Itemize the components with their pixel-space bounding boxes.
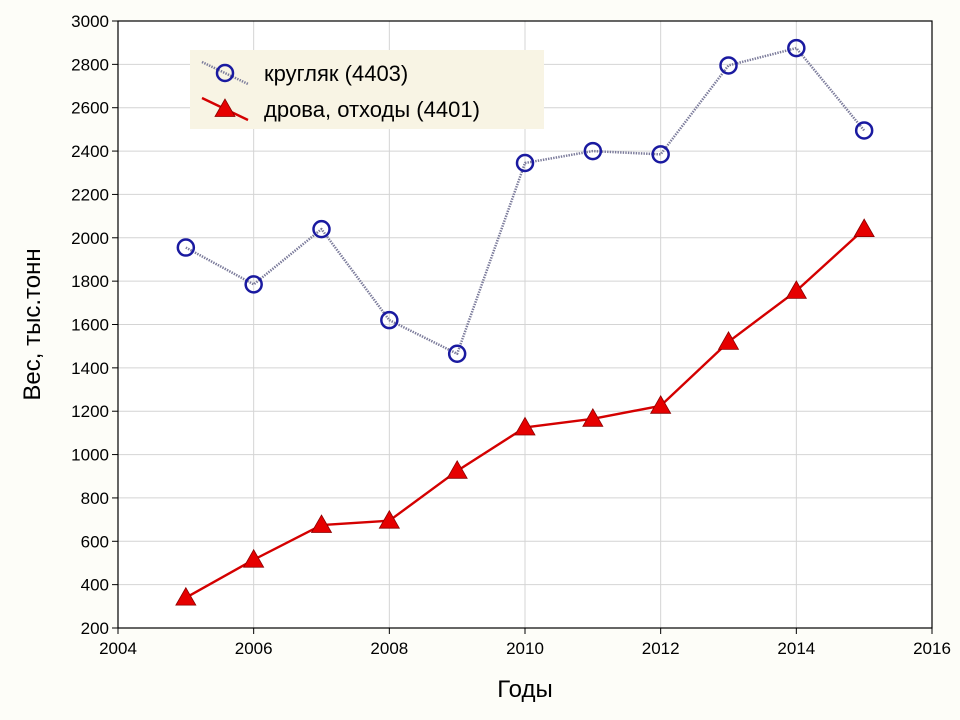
x-tick-label: 2014 xyxy=(777,639,815,658)
y-tick-label: 2400 xyxy=(71,142,109,161)
data-point-series-2 xyxy=(175,586,197,606)
y-tick-label: 2000 xyxy=(71,229,109,248)
x-tick-label: 2016 xyxy=(913,639,951,658)
y-tick-label: 1800 xyxy=(71,272,109,291)
data-point-series-2 xyxy=(717,331,740,350)
data-point-series-2 xyxy=(446,460,468,479)
x-tick-label: 2004 xyxy=(99,639,137,658)
x-axis-title: Годы xyxy=(497,676,552,703)
x-tick-label: 2012 xyxy=(642,639,680,658)
y-tick-label: 2800 xyxy=(71,55,109,74)
x-tick-label: 2010 xyxy=(506,639,544,658)
legend-label-1: кругляк (4403) xyxy=(264,61,408,86)
data-point-series-1 xyxy=(515,153,535,173)
y-tick-label: 400 xyxy=(81,576,109,595)
data-point-series-2 xyxy=(853,218,875,238)
y-tick-label: 1600 xyxy=(71,316,109,335)
data-point-series-1 xyxy=(719,56,738,75)
y-tick-label: 3000 xyxy=(71,12,109,31)
y-tick-label: 1400 xyxy=(71,359,109,378)
data-point-series-1 xyxy=(447,344,467,364)
x-tick-label: 2008 xyxy=(370,639,408,658)
y-tick-label: 200 xyxy=(81,619,109,638)
legend-marker-2 xyxy=(214,98,236,117)
legend-box xyxy=(190,50,544,129)
y-tick-label: 1000 xyxy=(71,446,109,465)
data-point-series-1 xyxy=(583,141,603,161)
data-point-series-1 xyxy=(651,145,670,164)
y-tick-label: 600 xyxy=(81,532,109,551)
data-point-series-1 xyxy=(380,310,399,330)
data-point-series-1 xyxy=(176,238,196,257)
legend-marker-1 xyxy=(215,63,235,83)
series-line-1 xyxy=(185,46,866,356)
data-point-series-2 xyxy=(378,509,401,529)
y-tick-label: 1200 xyxy=(71,402,109,421)
data-point-series-1 xyxy=(787,38,806,58)
y-tick-label: 800 xyxy=(81,489,109,508)
data-point-series-2 xyxy=(242,548,265,568)
data-point-series-2 xyxy=(649,394,672,414)
y-tick-label: 2200 xyxy=(71,185,109,204)
y-tick-label: 2600 xyxy=(71,99,109,118)
data-point-series-1 xyxy=(854,121,874,140)
data-point-series-2 xyxy=(310,514,333,533)
data-point-series-2 xyxy=(582,407,604,427)
legend-line-1 xyxy=(201,60,249,86)
data-point-series-2 xyxy=(514,416,536,436)
legend-label-2: дрова, отходы (4401) xyxy=(264,97,480,122)
data-point-series-1 xyxy=(312,219,331,239)
x-tick-label: 2006 xyxy=(235,639,273,658)
data-point-series-2 xyxy=(785,280,808,299)
y-axis-title: Вес, тыс.тонн xyxy=(19,248,46,400)
data-point-series-1 xyxy=(244,275,263,294)
